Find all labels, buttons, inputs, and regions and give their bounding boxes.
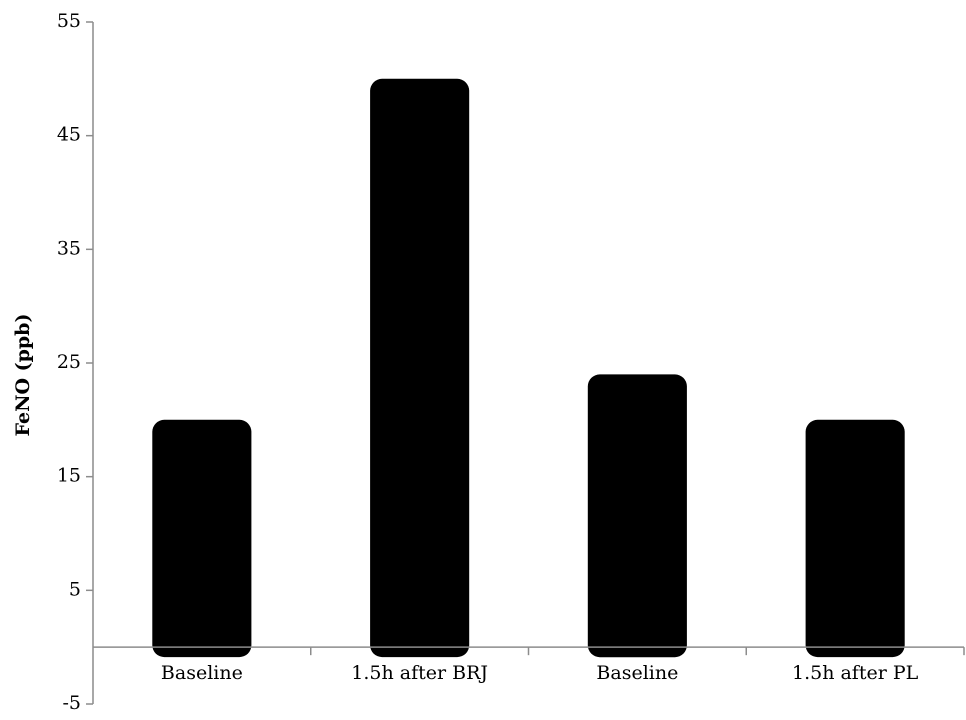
x-tick-label: Baseline	[596, 662, 678, 684]
x-tick-label: Baseline	[161, 662, 243, 684]
y-tick-label: 45	[57, 124, 81, 146]
x-tick-label: 1.5h after PL	[792, 662, 919, 684]
y-tick-label: 35	[57, 237, 81, 259]
plot-area: -5 5 15 25 35 45 55 Baseline 1.5h after BRJ Basel…	[57, 10, 965, 714]
bar	[152, 419, 252, 658]
y-axis-title: FeNO (ppb)	[12, 314, 34, 437]
y-tick-label: 55	[57, 10, 81, 32]
y-tick-label: 5	[69, 578, 81, 600]
bar	[805, 419, 905, 658]
bar	[587, 374, 687, 658]
y-tick-label: 25	[57, 351, 81, 373]
x-tick-label: 1.5h after BRJ	[351, 662, 488, 684]
y-tick-label: -5	[62, 692, 81, 714]
bar	[370, 78, 470, 658]
y-tick-label: 15	[57, 465, 81, 487]
